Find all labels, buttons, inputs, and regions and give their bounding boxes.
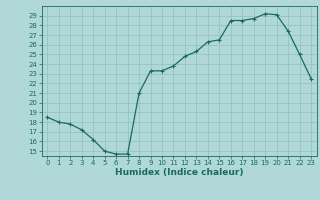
X-axis label: Humidex (Indice chaleur): Humidex (Indice chaleur) — [115, 168, 244, 177]
